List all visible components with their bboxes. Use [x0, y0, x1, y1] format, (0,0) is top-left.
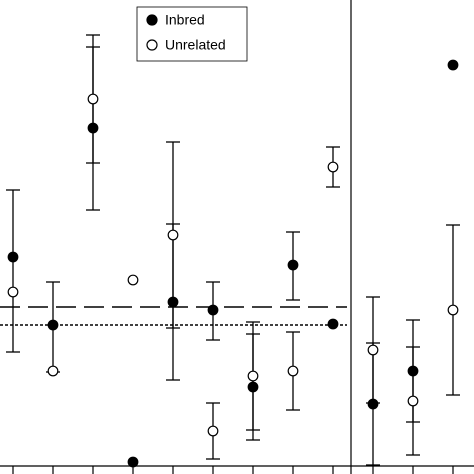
point — [367, 398, 379, 410]
legend-label: Unrelated — [165, 37, 226, 53]
point — [47, 319, 59, 331]
point — [7, 251, 19, 263]
point — [47, 365, 59, 377]
point — [167, 229, 179, 241]
point — [287, 259, 299, 271]
point — [127, 456, 139, 468]
point — [447, 304, 459, 316]
point — [207, 304, 219, 316]
point — [287, 365, 299, 377]
point — [447, 59, 459, 71]
point — [127, 274, 139, 286]
point — [167, 296, 179, 308]
point — [87, 122, 99, 134]
point — [367, 344, 379, 356]
legend-marker — [146, 14, 158, 26]
point — [87, 93, 99, 105]
legend-label: Inbred — [165, 12, 205, 28]
point — [327, 318, 339, 330]
point — [407, 365, 419, 377]
point — [407, 395, 419, 407]
point — [207, 425, 219, 437]
point — [7, 286, 19, 298]
point — [247, 370, 259, 382]
point — [247, 381, 259, 393]
point — [327, 161, 339, 173]
legend-marker — [146, 39, 158, 51]
